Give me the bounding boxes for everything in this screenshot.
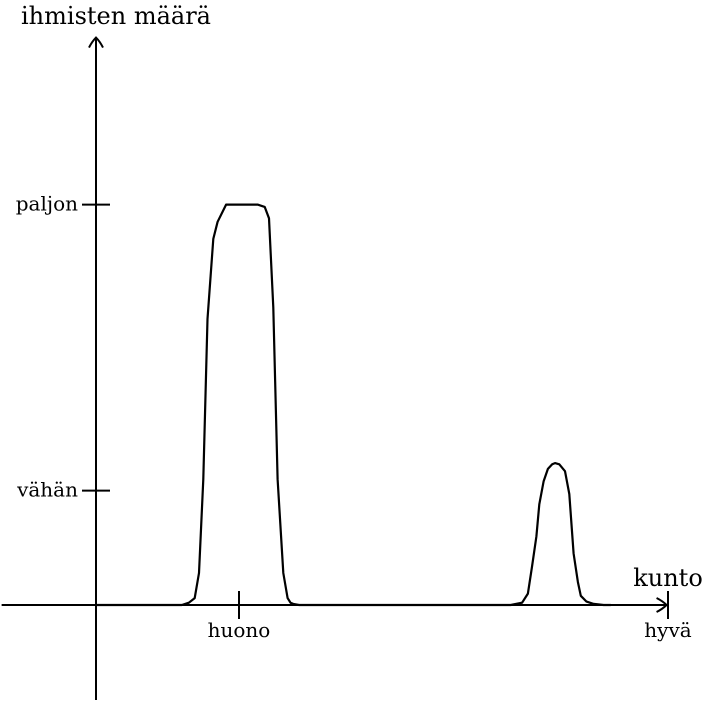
series-line bbox=[96, 203, 611, 607]
y-tick-label-paljon: paljon bbox=[16, 192, 78, 216]
x-tick-label-hyva: hyvä bbox=[644, 618, 691, 642]
x-axis-title: kunto bbox=[633, 564, 703, 592]
y-tick-label-vahan: vähän bbox=[16, 478, 78, 502]
y-axis-title: ihmisten määrä bbox=[21, 2, 211, 30]
x-tick-label-huono: huono bbox=[208, 618, 271, 642]
